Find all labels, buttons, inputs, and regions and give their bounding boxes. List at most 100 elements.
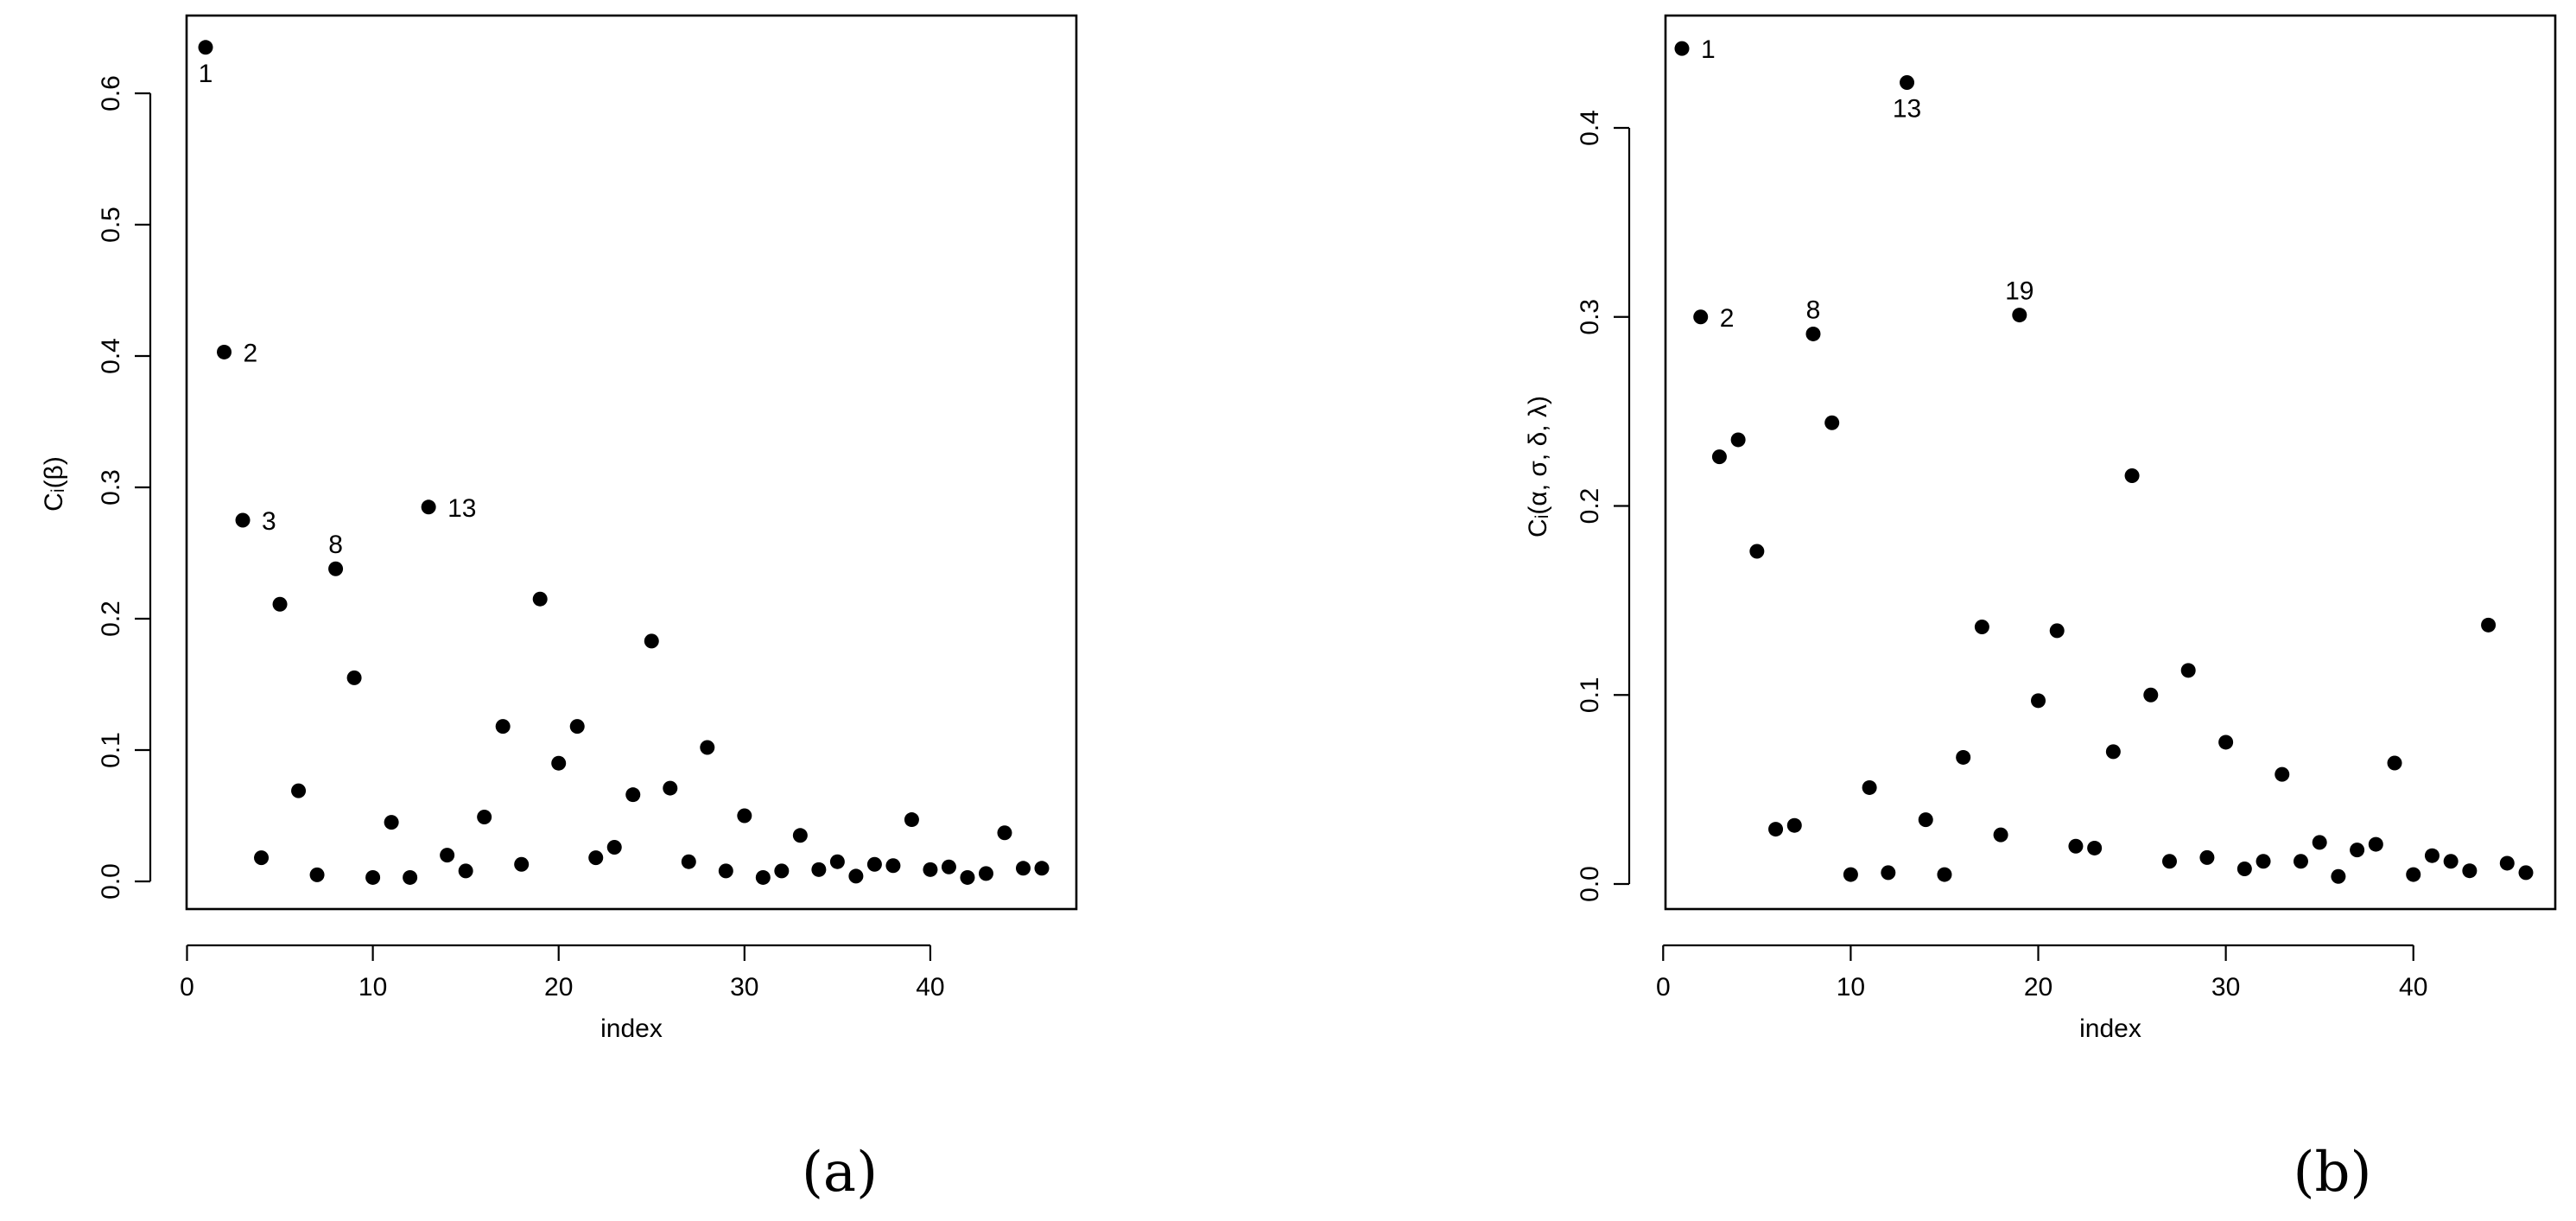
- point-annotation: 8: [1806, 296, 1821, 324]
- data-point: [2387, 755, 2402, 771]
- data-point: [2256, 854, 2271, 869]
- x-tick-label: 10: [1837, 973, 1865, 1002]
- y-tick-label: 0.4: [1576, 110, 1604, 146]
- data-point: [2293, 854, 2308, 869]
- data-point: [923, 862, 938, 877]
- data-point: [960, 869, 975, 885]
- point-annotation: 1: [1701, 35, 1716, 64]
- y-tick-label: 0.6: [97, 75, 125, 111]
- data-point: [1881, 865, 1896, 881]
- data-point: [1693, 309, 1709, 325]
- plot-frame: [185, 14, 1078, 911]
- data-point: [866, 856, 882, 872]
- point-annotation: 8: [328, 531, 343, 559]
- panel-caption: (b): [2294, 1141, 2372, 1205]
- data-point: [2031, 693, 2046, 709]
- data-point: [1843, 867, 1858, 882]
- x-tick-label: 20: [544, 973, 573, 1002]
- y-tick-label: 0.0: [97, 863, 125, 900]
- data-point: [403, 869, 418, 885]
- data-point: [551, 755, 567, 771]
- data-point: [235, 512, 251, 528]
- data-point: [2406, 867, 2421, 882]
- data-point: [2368, 836, 2383, 852]
- y-tick-label: 0.0: [1576, 866, 1604, 902]
- data-point: [2481, 617, 2497, 633]
- data-point: [217, 344, 232, 359]
- y-tick-label: 0.4: [97, 338, 125, 374]
- data-point: [2105, 744, 2121, 760]
- data-point: [904, 812, 919, 828]
- x-tick-label: 0: [1656, 973, 1671, 1002]
- x-tick-label: 0: [180, 973, 194, 1002]
- data-point: [1749, 544, 1765, 559]
- data-point: [198, 40, 213, 55]
- point-annotation: 1: [199, 60, 213, 88]
- data-point: [272, 596, 288, 612]
- data-point: [625, 787, 641, 803]
- point-annotation: 13: [1893, 95, 1921, 124]
- data-point: [2068, 838, 2084, 854]
- y-tick-label: 0.3: [97, 469, 125, 506]
- data-point: [663, 780, 678, 796]
- data-point: [1824, 415, 1840, 430]
- data-point: [328, 561, 344, 576]
- data-point: [774, 863, 790, 879]
- data-point: [737, 808, 752, 824]
- data-point: [2012, 308, 2027, 323]
- data-point: [848, 868, 864, 884]
- x-tick-label: 10: [358, 973, 387, 1002]
- panel-caption: (a): [802, 1141, 878, 1205]
- data-point: [1805, 326, 1821, 341]
- data-point: [495, 719, 511, 735]
- data-point: [2518, 865, 2534, 881]
- data-point: [1937, 867, 1952, 882]
- data-point: [941, 859, 956, 874]
- data-point: [2424, 848, 2440, 863]
- x-tick-label: 40: [2399, 973, 2427, 1002]
- data-point: [2462, 863, 2478, 879]
- data-point: [291, 783, 307, 798]
- data-point: [1956, 749, 1971, 765]
- data-point: [1711, 449, 1727, 465]
- data-point: [2443, 854, 2459, 869]
- y-tick-label: 0.5: [97, 207, 125, 243]
- plot-frame: [1664, 14, 2557, 911]
- data-point: [829, 854, 845, 869]
- data-point: [2049, 623, 2065, 639]
- data-point: [514, 856, 530, 872]
- panel-b: 0 10 20 30 40 0.0 0.1 0.2 0.3 0.4 index Cᵢ(α, σ, δ,…: [1524, 14, 2557, 1205]
- y-tick-label: 0.1: [97, 732, 125, 768]
- data-point: [1974, 620, 1989, 634]
- data-point: [1918, 812, 1933, 828]
- panel-a: 0 10 20 30 40 0.0 0.1 0.2 0.3 0.4 0.5 0.6 index Cᵢ(β)…: [40, 14, 1078, 1205]
- data-point: [2350, 843, 2365, 858]
- point-annotation: 2: [1720, 304, 1735, 333]
- data-point: [477, 810, 492, 825]
- x-tick-label: 30: [730, 973, 758, 1002]
- y-tick-label: 0.2: [1576, 488, 1604, 525]
- data-point: [2331, 868, 2346, 884]
- x-tick-label: 40: [916, 973, 944, 1002]
- data-point: [309, 867, 325, 882]
- data-point: [2199, 849, 2215, 865]
- data-point: [1034, 861, 1050, 876]
- data-point: [997, 825, 1012, 841]
- y-tick-label: 0.3: [1576, 299, 1604, 335]
- data-point: [384, 815, 399, 830]
- point-annotation: 13: [447, 494, 476, 523]
- data-point: [1768, 822, 1784, 837]
- data-point: [1862, 779, 1877, 795]
- data-point: [2124, 468, 2140, 483]
- data-point: [606, 839, 622, 855]
- data-point: [681, 854, 696, 869]
- data-point: [978, 866, 993, 881]
- point-annotation: 2: [244, 339, 258, 367]
- data-point: [792, 828, 808, 843]
- data-point: [700, 740, 715, 755]
- x-tick-label: 30: [2211, 973, 2240, 1002]
- data-point: [421, 499, 436, 515]
- data-point: [588, 850, 604, 866]
- data-point: [2275, 766, 2290, 782]
- data-point: [254, 850, 270, 866]
